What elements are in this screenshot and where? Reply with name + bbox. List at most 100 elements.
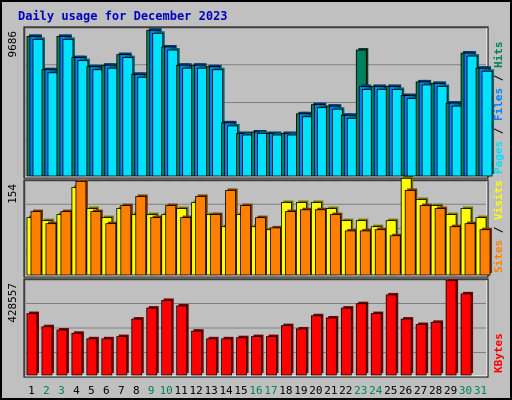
bar-pages-day-17 <box>272 134 283 177</box>
day-label: 29 <box>444 384 457 397</box>
bar-sites-day-17 <box>270 227 281 276</box>
bar-pages-day-28 <box>436 86 448 177</box>
bar-sites-day-10 <box>165 205 177 276</box>
bar-pages-day-15 <box>242 134 253 177</box>
y-max-label: 428557 <box>6 283 19 323</box>
bar-kbytes-day-28 <box>430 321 442 376</box>
bar-kbytes-day-19 <box>296 328 307 376</box>
legend-entry: / <box>492 220 505 240</box>
bar-sites-day-14 <box>225 190 236 276</box>
day-label: 6 <box>103 384 110 397</box>
bar-sites-day-2 <box>45 223 57 276</box>
bar-sites-day-8 <box>135 196 147 276</box>
legend-entry: Pages <box>492 141 505 174</box>
day-label: 23 <box>354 384 367 397</box>
bar-sites-day-9 <box>150 217 162 276</box>
bar-kbytes-day-18 <box>281 325 292 376</box>
bar-sites-day-26 <box>404 190 416 276</box>
day-label: 5 <box>88 384 95 397</box>
day-label: 30 <box>459 384 472 397</box>
bar-sites-day-21 <box>329 214 341 276</box>
legend-bottom: KBytes <box>492 333 505 373</box>
day-label: 27 <box>414 384 427 397</box>
bar-pages-day-22 <box>346 117 358 177</box>
day-label: 28 <box>429 384 442 397</box>
bar-kbytes-day-10 <box>161 300 173 376</box>
day-label: 1 <box>28 384 35 397</box>
day-label: 15 <box>234 384 247 397</box>
day-label: 4 <box>73 384 80 397</box>
bar-sites-day-13 <box>210 214 222 276</box>
bar-pages-day-4 <box>77 60 89 177</box>
bar-kbytes-day-12 <box>191 330 203 376</box>
bar-kbytes-day-20 <box>310 315 322 376</box>
legend-entry: Files <box>492 88 505 121</box>
day-label: 18 <box>279 384 292 397</box>
day-label: 9 <box>148 384 155 397</box>
day-label: 11 <box>175 384 188 397</box>
bar-sites-day-28 <box>434 208 446 276</box>
bar-kbytes-day-6 <box>101 338 113 376</box>
bar-kbytes-day-8 <box>131 318 143 376</box>
bar-kbytes-day-21 <box>325 317 337 376</box>
bar-kbytes-day-15 <box>236 337 247 376</box>
legend-top: Pages / Files / Hits <box>492 42 505 175</box>
bar-pages-day-5 <box>92 69 104 177</box>
legend-entry: Sites <box>492 240 505 273</box>
bar-sites-day-4 <box>75 180 87 276</box>
bar-sites-day-31 <box>479 229 491 276</box>
bar-pages-day-1 <box>32 39 44 177</box>
bar-pages-day-2 <box>47 72 59 177</box>
bar-sites-day-16 <box>255 217 266 276</box>
day-label: 14 <box>219 384 233 397</box>
bar-sites-day-11 <box>180 217 192 276</box>
bar-kbytes-day-23 <box>355 303 367 376</box>
bar-sites-day-29 <box>449 226 461 276</box>
bar-pages-day-11 <box>182 67 194 177</box>
legend-entry: KBytes <box>492 333 505 373</box>
bar-pages-day-3 <box>62 39 74 177</box>
day-label: 22 <box>339 384 352 397</box>
bar-kbytes-day-29 <box>445 280 457 376</box>
bar-kbytes-day-7 <box>116 336 128 376</box>
day-label: 16 <box>249 384 262 397</box>
bar-pages-day-24 <box>376 89 388 177</box>
bar-sites-day-24 <box>374 229 386 276</box>
bar-kbytes-day-17 <box>266 336 277 376</box>
day-label: 24 <box>369 384 383 397</box>
day-label: 7 <box>118 384 125 397</box>
bar-kbytes-day-13 <box>206 338 218 376</box>
bar-sites-day-15 <box>240 205 251 276</box>
day-label: 2 <box>43 384 50 397</box>
bar-pages-day-16 <box>257 133 268 177</box>
day-label: 13 <box>204 384 217 397</box>
bar-kbytes-day-27 <box>415 324 427 376</box>
legend-entry: / <box>492 68 505 88</box>
bar-sites-day-6 <box>105 223 117 276</box>
day-label: 20 <box>309 384 322 397</box>
bar-pages-day-25 <box>391 89 403 177</box>
bar-pages-day-19 <box>302 116 313 177</box>
day-label: 31 <box>474 384 487 397</box>
bar-kbytes-day-1 <box>26 313 38 376</box>
bar-pages-day-13 <box>212 69 224 177</box>
bar-sites-day-12 <box>195 196 207 276</box>
bar-pages-day-26 <box>406 98 418 177</box>
day-label: 3 <box>58 384 65 397</box>
bar-sites-day-5 <box>90 211 102 276</box>
bar-kbytes-day-3 <box>56 329 68 376</box>
bar-kbytes-day-24 <box>370 313 382 376</box>
y-max-label: 154 <box>6 184 19 204</box>
bar-kbytes-day-30 <box>460 293 472 376</box>
bar-kbytes-day-4 <box>71 332 83 376</box>
bar-pages-day-14 <box>227 125 238 177</box>
bar-pages-day-27 <box>421 84 433 177</box>
legend-entry: Visits <box>492 180 505 220</box>
bar-kbytes-day-5 <box>86 338 98 376</box>
bar-kbytes-day-11 <box>176 305 188 376</box>
bar-kbytes-day-14 <box>221 338 232 376</box>
bar-pages-day-29 <box>451 105 463 177</box>
day-label: 8 <box>133 384 140 397</box>
chart-title: Daily usage for December 2023 <box>18 9 228 23</box>
bar-pages-day-31 <box>481 70 493 177</box>
